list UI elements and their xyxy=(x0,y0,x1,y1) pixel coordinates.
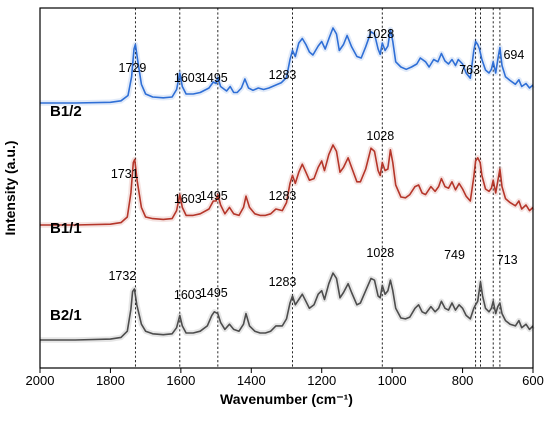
reference-lines xyxy=(134,8,501,368)
series-label-2: B1/1 xyxy=(50,220,82,237)
peak-label: 1495 xyxy=(200,71,228,85)
series-layer xyxy=(40,25,535,343)
x-axis-title: Wavenumber (cm⁻¹) xyxy=(220,391,353,407)
peak-label: 1603 xyxy=(174,71,202,85)
series-line-2 xyxy=(40,144,534,226)
peak-label: 1283 xyxy=(269,275,297,289)
series-labels: B1/2 B1/1 B2/1 xyxy=(50,103,82,324)
series-label-3: B2/1 xyxy=(50,307,82,324)
peak-label: 1731 xyxy=(111,167,139,181)
peak-label: 1495 xyxy=(200,189,228,203)
x-tick-label-1400: 1400 xyxy=(237,373,266,388)
x-tick-label-600: 600 xyxy=(522,373,544,388)
x-tick-label-1000: 1000 xyxy=(378,373,407,388)
peak-label: 694 xyxy=(503,48,524,62)
x-tick-label-1200: 1200 xyxy=(307,373,336,388)
x-tick-label-800: 800 xyxy=(452,373,474,388)
y-axis-title: Intensity (a.u.) xyxy=(2,141,18,236)
peak-label: 713 xyxy=(497,253,518,267)
peak-label: 1283 xyxy=(269,189,297,203)
x-tick-label-2000: 2000 xyxy=(26,373,55,388)
plot-frame xyxy=(39,7,534,369)
peak-label: 763 xyxy=(459,63,480,77)
series-label-1: B1/2 xyxy=(50,103,82,120)
peak-label: 1729 xyxy=(119,61,147,75)
peak-label: 1028 xyxy=(366,129,394,143)
peak-label: 1028 xyxy=(366,27,394,41)
x-tick-label-1800: 1800 xyxy=(96,373,125,388)
peak-label: 749 xyxy=(444,248,465,262)
peak-label: 1283 xyxy=(269,68,297,82)
x-axis: 2000 1800 1600 1400 1200 1000 800 600 xyxy=(26,368,544,388)
peak-label: 1028 xyxy=(366,246,394,260)
x-tick-label-1600: 1600 xyxy=(166,373,195,388)
peak-label: 1603 xyxy=(174,192,202,206)
peak-label: 1603 xyxy=(174,288,202,302)
peak-label: 1495 xyxy=(200,286,228,300)
series-line-1 xyxy=(40,27,534,104)
peak-label: 1732 xyxy=(108,269,136,283)
series-line-3 xyxy=(40,272,534,341)
